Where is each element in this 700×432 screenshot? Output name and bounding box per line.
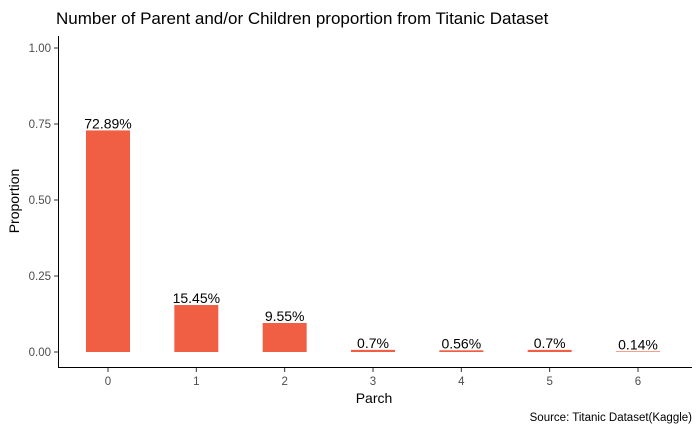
x-tick-label-3: 3 — [370, 376, 376, 388]
y-tick-label-0.75: 0.75 — [29, 119, 51, 131]
y-ticks: 0.00 0.25 0.50 0.75 1.00 — [29, 43, 58, 359]
y-tick-label-1.00: 1.00 — [29, 43, 51, 55]
x-axis-title: Parch — [356, 390, 393, 406]
data-label-6: 0.14% — [618, 337, 658, 353]
bar-1 — [174, 305, 219, 352]
x-tick-label-5: 5 — [546, 376, 552, 388]
y-tick-label-0.50: 0.50 — [29, 195, 51, 207]
data-label-0: 72.89% — [84, 115, 131, 131]
bar-2 — [262, 322, 307, 352]
x-ticks: 0 1 2 3 4 5 6 — [105, 368, 641, 388]
y-tick-label-0.00: 0.00 — [29, 347, 51, 359]
chart-title: Number of Parent and/or Children proport… — [56, 9, 549, 28]
bar-0 — [86, 130, 130, 352]
x-tick-label-1: 1 — [193, 376, 199, 388]
bars — [86, 130, 660, 352]
y-axis-title: Proportion — [6, 169, 22, 234]
bar-3 — [351, 349, 395, 352]
bar-5 — [527, 349, 572, 352]
bar-6 — [616, 351, 660, 352]
data-labels: 72.89% 15.45% 9.55% 0.7% 0.56% 0.7% 0.14% — [84, 115, 658, 352]
data-label-3: 0.7% — [357, 335, 389, 351]
x-tick-label-2: 2 — [281, 376, 287, 388]
data-label-2: 9.55% — [265, 308, 305, 324]
x-tick-label-0: 0 — [105, 376, 111, 388]
bar-4 — [439, 350, 484, 352]
data-label-1: 15.45% — [173, 290, 220, 306]
y-tick-label-0.25: 0.25 — [29, 271, 51, 283]
data-label-4: 0.56% — [441, 335, 481, 351]
source-caption: Source: Titanic Dataset(Kaggle) — [530, 412, 693, 424]
x-tick-label-4: 4 — [458, 376, 465, 388]
data-label-5: 0.7% — [534, 335, 566, 351]
x-tick-label-6: 6 — [635, 376, 641, 388]
